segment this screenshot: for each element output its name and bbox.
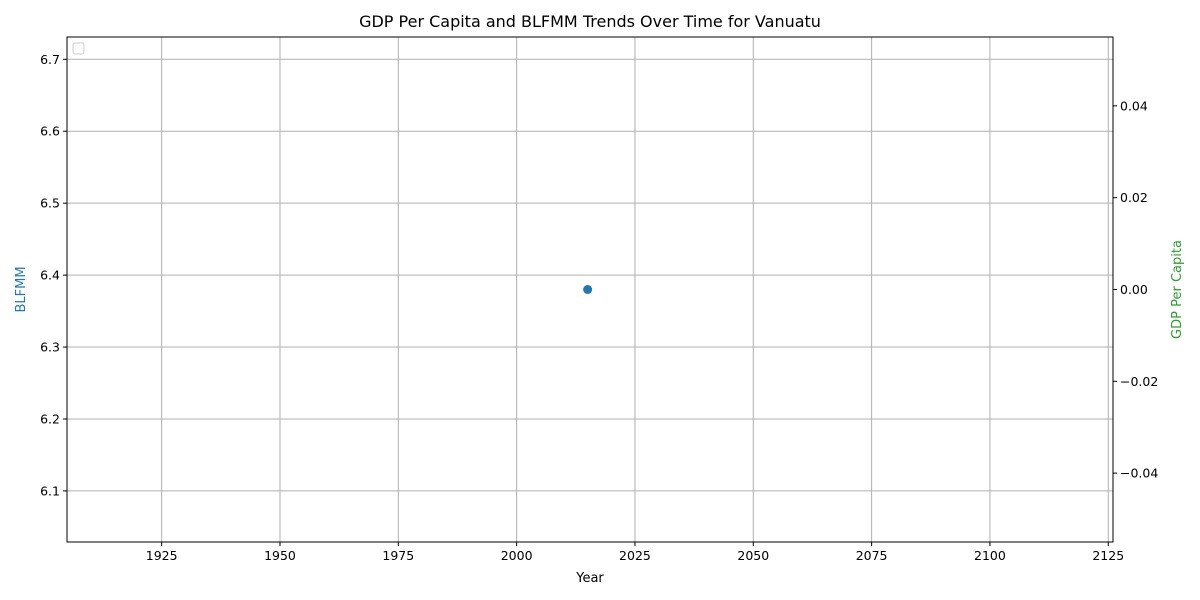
y-right-tick-label: −0.02 xyxy=(1120,374,1158,389)
y-right-tick-label: 0.02 xyxy=(1120,190,1148,205)
legend xyxy=(72,42,85,55)
y-right-tick-label: −0.04 xyxy=(1120,466,1158,481)
data-point xyxy=(583,285,593,294)
x-axis: 1925 1950 1975 2000 2025 2050 2075 2100 2125 xyxy=(146,542,1124,563)
chart-title: GDP Per Capita and BLFMM Trends Over Tim… xyxy=(359,12,821,31)
y-right-tick-label: 0.00 xyxy=(1120,282,1148,297)
x-tick-label: 2050 xyxy=(737,548,769,563)
y-axis-left-label: BLFMM xyxy=(14,266,29,312)
y-left-tick-label: 6.4 xyxy=(40,268,60,283)
y-axis-right: −0.04 −0.02 0.00 0.02 0.04 xyxy=(1113,98,1158,481)
x-tick-label: 2000 xyxy=(501,548,533,563)
x-tick-label: 1925 xyxy=(146,548,178,563)
y-left-tick-label: 6.6 xyxy=(40,124,60,139)
x-tick-label: 2025 xyxy=(619,548,651,563)
y-left-tick-label: 6.3 xyxy=(40,340,60,355)
y-left-tick-label: 6.2 xyxy=(40,411,60,426)
y-left-tick-label: 6.7 xyxy=(40,52,60,67)
y-left-tick-label: 6.5 xyxy=(40,196,60,211)
x-tick-label: 2100 xyxy=(974,548,1006,563)
x-tick-label: 2125 xyxy=(1092,548,1124,563)
y-right-tick-label: 0.04 xyxy=(1120,98,1148,113)
data-layer xyxy=(583,285,593,294)
y-axis-right-label: GDP Per Capita xyxy=(1170,240,1185,339)
x-tick-label: 2075 xyxy=(856,548,888,563)
x-tick-label: 1975 xyxy=(382,548,414,563)
y-left-tick-label: 6.1 xyxy=(40,483,60,498)
grid-layer xyxy=(67,37,1113,542)
x-axis-label: Year xyxy=(575,571,604,586)
y-axis-left: 6.1 6.2 6.3 6.4 6.5 6.6 6.7 xyxy=(40,52,67,498)
legend-marker xyxy=(72,42,85,55)
x-tick-label: 1950 xyxy=(264,548,296,563)
